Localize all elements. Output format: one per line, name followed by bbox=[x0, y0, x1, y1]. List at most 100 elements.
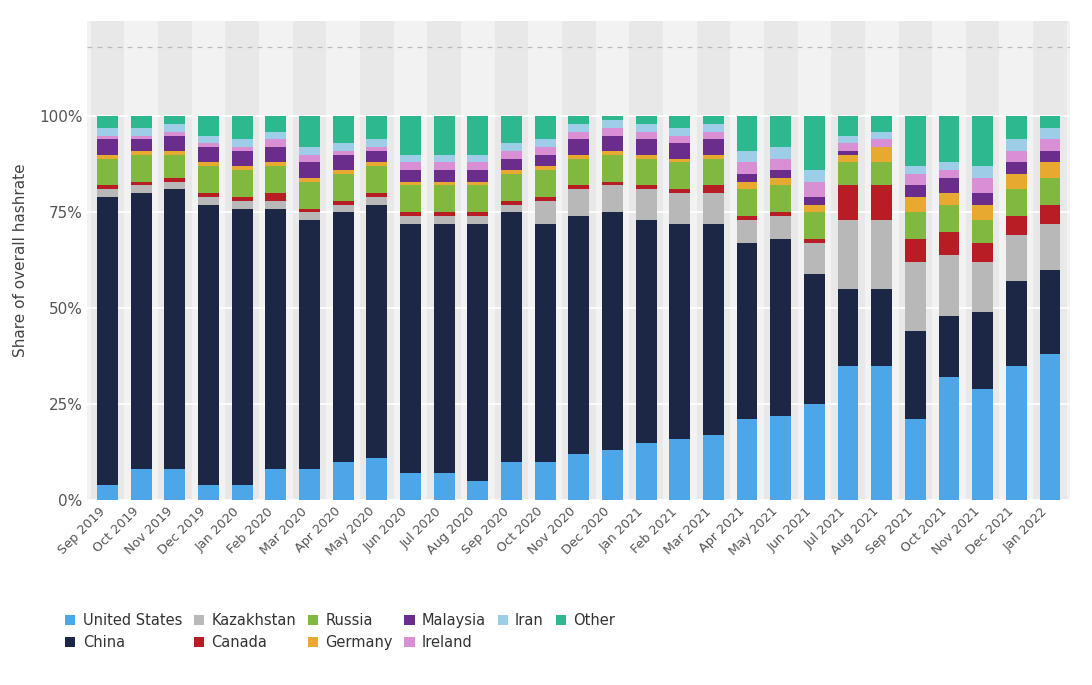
Bar bbox=[501, 212, 522, 462]
Bar bbox=[1006, 236, 1026, 282]
Bar bbox=[669, 189, 690, 193]
Bar bbox=[636, 189, 656, 220]
Bar bbox=[97, 128, 118, 136]
Bar bbox=[770, 159, 791, 170]
Bar bbox=[198, 166, 219, 193]
Bar bbox=[400, 162, 420, 170]
Bar bbox=[1040, 128, 1060, 140]
Bar bbox=[669, 128, 690, 136]
Bar bbox=[400, 116, 420, 155]
Bar bbox=[1040, 354, 1060, 500]
Bar bbox=[535, 170, 556, 197]
Bar bbox=[467, 212, 488, 216]
Bar bbox=[905, 262, 926, 332]
Bar bbox=[535, 147, 556, 155]
Bar bbox=[905, 239, 926, 262]
Bar bbox=[938, 193, 960, 205]
Bar bbox=[1006, 282, 1026, 366]
Bar bbox=[400, 224, 420, 473]
Bar bbox=[669, 162, 690, 189]
Bar bbox=[804, 116, 824, 170]
Bar bbox=[636, 132, 656, 140]
Bar bbox=[602, 151, 622, 155]
Bar bbox=[501, 170, 522, 174]
Bar bbox=[165, 116, 186, 124]
Bar bbox=[972, 166, 993, 178]
Bar bbox=[97, 116, 118, 128]
Bar bbox=[333, 116, 354, 143]
Bar bbox=[299, 162, 320, 178]
Bar bbox=[669, 193, 690, 224]
Legend: United States, China, Kazakhstan, Canada, Russia, Germany, Malaysia, Ireland, Ir: United States, China, Kazakhstan, Canada… bbox=[66, 613, 615, 650]
Bar bbox=[232, 151, 252, 166]
Bar bbox=[293, 21, 327, 500]
Bar bbox=[165, 151, 186, 155]
Bar bbox=[265, 140, 286, 147]
Bar bbox=[131, 140, 152, 151]
Bar bbox=[535, 462, 556, 500]
Bar bbox=[905, 186, 926, 197]
Bar bbox=[1006, 151, 1026, 162]
Bar bbox=[367, 166, 388, 193]
Bar bbox=[461, 21, 495, 500]
Bar bbox=[938, 255, 960, 316]
Bar bbox=[467, 155, 488, 162]
Bar bbox=[124, 21, 158, 500]
Bar bbox=[938, 316, 960, 377]
Bar bbox=[804, 404, 824, 500]
Bar bbox=[636, 124, 656, 132]
Bar bbox=[501, 116, 522, 143]
Bar bbox=[770, 116, 791, 147]
Bar bbox=[529, 21, 562, 500]
Bar bbox=[97, 189, 118, 197]
Bar bbox=[770, 212, 791, 216]
Bar bbox=[1040, 151, 1060, 162]
Bar bbox=[97, 186, 118, 189]
Bar bbox=[602, 212, 622, 450]
Bar bbox=[602, 450, 622, 500]
Bar bbox=[427, 21, 461, 500]
Bar bbox=[131, 182, 152, 186]
Bar bbox=[804, 212, 824, 239]
Bar bbox=[467, 162, 488, 170]
Bar bbox=[400, 170, 420, 182]
Bar bbox=[602, 121, 622, 128]
Bar bbox=[737, 116, 758, 151]
Bar bbox=[1040, 205, 1060, 224]
Bar bbox=[434, 216, 454, 224]
Bar bbox=[1040, 116, 1060, 128]
Bar bbox=[198, 116, 219, 136]
Bar bbox=[198, 205, 219, 485]
Bar bbox=[838, 220, 858, 289]
Bar bbox=[97, 136, 118, 140]
Bar bbox=[905, 197, 926, 212]
Bar bbox=[972, 193, 993, 205]
Bar bbox=[131, 136, 152, 140]
Bar bbox=[299, 469, 320, 500]
Bar bbox=[770, 147, 791, 159]
Bar bbox=[393, 21, 427, 500]
Bar bbox=[333, 201, 354, 205]
Bar bbox=[501, 462, 522, 500]
Bar bbox=[467, 170, 488, 182]
Bar bbox=[602, 116, 622, 121]
Bar bbox=[905, 419, 926, 500]
Bar bbox=[972, 389, 993, 500]
Bar bbox=[265, 116, 286, 132]
Bar bbox=[400, 212, 420, 216]
Bar bbox=[636, 140, 656, 155]
Bar bbox=[568, 124, 590, 132]
Bar bbox=[838, 143, 858, 151]
Bar bbox=[91, 21, 124, 500]
Bar bbox=[804, 205, 824, 212]
Bar bbox=[97, 159, 118, 186]
Bar bbox=[905, 174, 926, 186]
Bar bbox=[865, 21, 899, 500]
Bar bbox=[871, 140, 892, 147]
Bar bbox=[972, 178, 993, 193]
Bar bbox=[568, 454, 590, 500]
Bar bbox=[871, 132, 892, 140]
Bar bbox=[838, 136, 858, 143]
Bar bbox=[535, 224, 556, 462]
Bar bbox=[501, 151, 522, 159]
